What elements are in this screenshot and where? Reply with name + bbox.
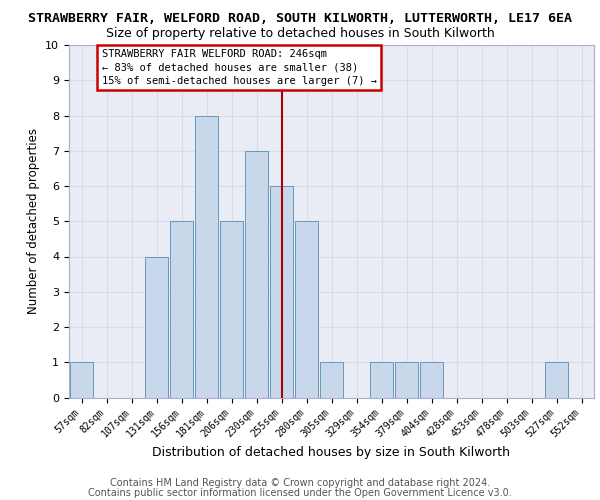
Text: STRAWBERRY FAIR WELFORD ROAD: 246sqm
← 83% of detached houses are smaller (38)
1: STRAWBERRY FAIR WELFORD ROAD: 246sqm ← 8… xyxy=(101,49,377,86)
Bar xyxy=(320,362,343,398)
Text: Contains public sector information licensed under the Open Government Licence v3: Contains public sector information licen… xyxy=(88,488,512,498)
Bar xyxy=(195,116,218,398)
Bar xyxy=(295,221,318,398)
Bar xyxy=(145,256,168,398)
Bar xyxy=(170,221,193,398)
Bar xyxy=(220,221,243,398)
Bar xyxy=(370,362,393,398)
Y-axis label: Number of detached properties: Number of detached properties xyxy=(27,128,40,314)
X-axis label: Distribution of detached houses by size in South Kilworth: Distribution of detached houses by size … xyxy=(152,446,511,459)
Text: STRAWBERRY FAIR, WELFORD ROAD, SOUTH KILWORTH, LUTTERWORTH, LE17 6EA: STRAWBERRY FAIR, WELFORD ROAD, SOUTH KIL… xyxy=(28,12,572,25)
Bar xyxy=(395,362,418,398)
Bar xyxy=(70,362,93,398)
Text: Contains HM Land Registry data © Crown copyright and database right 2024.: Contains HM Land Registry data © Crown c… xyxy=(110,478,490,488)
Bar xyxy=(270,186,293,398)
Text: Size of property relative to detached houses in South Kilworth: Size of property relative to detached ho… xyxy=(106,28,494,40)
Bar xyxy=(245,151,268,398)
Bar xyxy=(420,362,443,398)
Bar xyxy=(545,362,568,398)
